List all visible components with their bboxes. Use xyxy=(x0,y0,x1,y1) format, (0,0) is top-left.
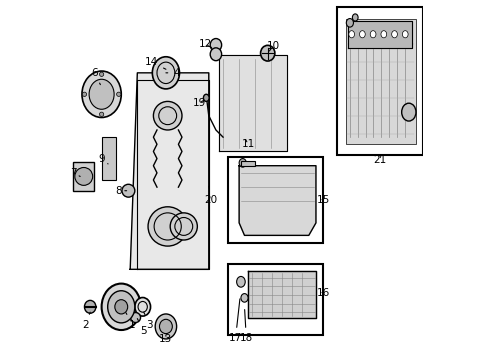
Ellipse shape xyxy=(82,71,121,117)
Bar xyxy=(228,264,323,336)
Ellipse shape xyxy=(75,167,93,185)
Ellipse shape xyxy=(402,31,407,38)
Text: 2: 2 xyxy=(82,312,90,330)
Text: 11: 11 xyxy=(241,139,254,149)
Ellipse shape xyxy=(84,300,96,313)
Ellipse shape xyxy=(203,94,209,102)
Bar xyxy=(337,7,422,155)
Text: 7: 7 xyxy=(70,168,80,178)
Ellipse shape xyxy=(239,158,246,167)
Ellipse shape xyxy=(210,48,221,61)
Ellipse shape xyxy=(89,79,114,109)
Polygon shape xyxy=(340,9,422,152)
Polygon shape xyxy=(130,73,208,269)
Ellipse shape xyxy=(82,92,86,96)
Ellipse shape xyxy=(380,31,386,38)
Text: 18: 18 xyxy=(239,310,252,343)
Ellipse shape xyxy=(391,31,397,38)
Polygon shape xyxy=(231,160,319,239)
Ellipse shape xyxy=(99,112,103,116)
Text: 14: 14 xyxy=(145,57,165,69)
Text: 13: 13 xyxy=(159,334,172,344)
Text: 19: 19 xyxy=(192,98,205,108)
Text: 6: 6 xyxy=(91,68,100,85)
Ellipse shape xyxy=(401,103,415,121)
Ellipse shape xyxy=(155,314,176,339)
Polygon shape xyxy=(219,55,287,152)
Ellipse shape xyxy=(348,31,354,38)
Text: 21: 21 xyxy=(373,156,386,165)
Bar xyxy=(241,161,255,166)
Ellipse shape xyxy=(130,312,140,323)
Ellipse shape xyxy=(346,18,353,27)
Bar xyxy=(102,137,116,180)
Polygon shape xyxy=(247,271,315,318)
Ellipse shape xyxy=(159,319,172,334)
Bar xyxy=(228,157,323,243)
Text: 16: 16 xyxy=(317,288,330,297)
Text: 9: 9 xyxy=(98,154,108,164)
Ellipse shape xyxy=(260,45,274,61)
Ellipse shape xyxy=(152,57,179,89)
Text: 1: 1 xyxy=(126,313,135,330)
Polygon shape xyxy=(347,21,411,48)
Text: 4: 4 xyxy=(165,68,180,78)
Text: 15: 15 xyxy=(317,195,330,204)
Ellipse shape xyxy=(359,31,365,38)
Ellipse shape xyxy=(116,92,121,96)
Ellipse shape xyxy=(153,102,182,130)
Text: 20: 20 xyxy=(203,186,217,204)
Ellipse shape xyxy=(102,284,141,330)
Ellipse shape xyxy=(115,300,127,314)
Text: 5: 5 xyxy=(137,319,147,336)
Ellipse shape xyxy=(99,72,103,76)
Ellipse shape xyxy=(170,213,197,240)
Ellipse shape xyxy=(236,276,244,287)
Bar xyxy=(73,162,94,191)
Ellipse shape xyxy=(135,297,150,316)
Ellipse shape xyxy=(107,291,135,323)
Text: 8: 8 xyxy=(115,186,126,196)
Ellipse shape xyxy=(210,39,221,51)
Ellipse shape xyxy=(241,294,247,302)
Text: 17: 17 xyxy=(228,299,242,343)
Ellipse shape xyxy=(352,14,357,21)
Text: 3: 3 xyxy=(143,312,153,330)
Polygon shape xyxy=(231,267,319,332)
Ellipse shape xyxy=(369,31,375,38)
Ellipse shape xyxy=(148,207,187,246)
Bar xyxy=(346,19,415,144)
Text: 10: 10 xyxy=(266,41,279,51)
Text: 12: 12 xyxy=(198,39,211,49)
Polygon shape xyxy=(239,166,315,235)
Ellipse shape xyxy=(122,184,135,197)
